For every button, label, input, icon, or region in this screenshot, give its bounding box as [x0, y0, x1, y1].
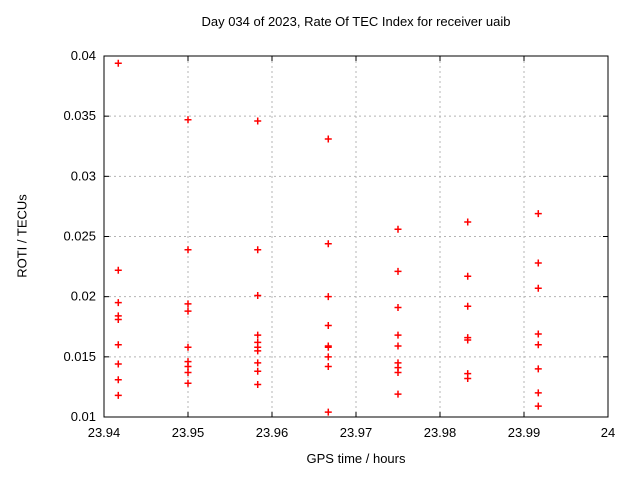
data-point: [324, 353, 332, 361]
data-point: [114, 360, 122, 368]
data-point: [114, 266, 122, 274]
data-point: [254, 291, 262, 299]
data-point: [184, 379, 192, 387]
data-point: [324, 362, 332, 370]
data-point: [394, 368, 402, 376]
data-point: [534, 330, 542, 338]
data-point: [534, 365, 542, 373]
data-point: [254, 117, 262, 125]
data-point: [394, 267, 402, 275]
data-point: [534, 259, 542, 267]
y-tick-label: 0.035: [63, 108, 96, 123]
data-point: [114, 316, 122, 324]
data-point: [324, 135, 332, 143]
data-point: [534, 210, 542, 218]
x-tick-label: 23.99: [508, 425, 541, 440]
y-tick-label: 0.02: [71, 289, 96, 304]
data-point: [184, 343, 192, 351]
data-point: [254, 246, 262, 254]
data-point: [184, 362, 192, 370]
data-point: [394, 342, 402, 350]
data-point: [534, 389, 542, 397]
data-point: [464, 218, 472, 226]
data-point: [254, 359, 262, 367]
data-point: [114, 59, 122, 67]
x-tick-label: 23.95: [172, 425, 205, 440]
x-tick-label: 23.97: [340, 425, 373, 440]
data-point: [114, 391, 122, 399]
y-tick-label: 0.03: [71, 168, 96, 183]
data-point: [464, 374, 472, 382]
data-point: [184, 300, 192, 308]
data-point: [324, 322, 332, 330]
data-point: [184, 116, 192, 124]
y-tick-label: 0.015: [63, 349, 96, 364]
data-point: [464, 336, 472, 344]
data-point: [184, 246, 192, 254]
data-point: [464, 302, 472, 310]
data-point: [394, 225, 402, 233]
data-point: [184, 368, 192, 376]
x-tick-label: 23.96: [256, 425, 289, 440]
x-axis-label: GPS time / hours: [306, 451, 406, 466]
data-point: [534, 284, 542, 292]
data-point: [324, 240, 332, 248]
data-point: [324, 343, 332, 351]
chart-title: Day 034 of 2023, Rate Of TEC Index for r…: [201, 14, 511, 29]
y-tick-label: 0.025: [63, 229, 96, 244]
data-point: [324, 408, 332, 416]
data-point: [394, 331, 402, 339]
data-point: [394, 303, 402, 311]
data-point: [114, 341, 122, 349]
data-point: [534, 402, 542, 410]
data-point: [464, 272, 472, 280]
x-tick-label: 24: [601, 425, 615, 440]
x-tick-label: 23.98: [424, 425, 457, 440]
y-tick-label: 0.04: [71, 48, 96, 63]
data-point: [254, 331, 262, 339]
x-tick-label: 23.94: [88, 425, 121, 440]
data-point: [254, 381, 262, 389]
data-point: [534, 341, 542, 349]
y-axis-label: ROTI / TECUs: [14, 194, 30, 278]
data-point: [114, 299, 122, 307]
data-point: [114, 376, 122, 384]
data-point: [324, 293, 332, 301]
y-tick-label: 0.01: [71, 409, 96, 424]
data-point: [254, 367, 262, 375]
data-point: [394, 390, 402, 398]
data-point: [184, 307, 192, 315]
data-point: [254, 347, 262, 355]
